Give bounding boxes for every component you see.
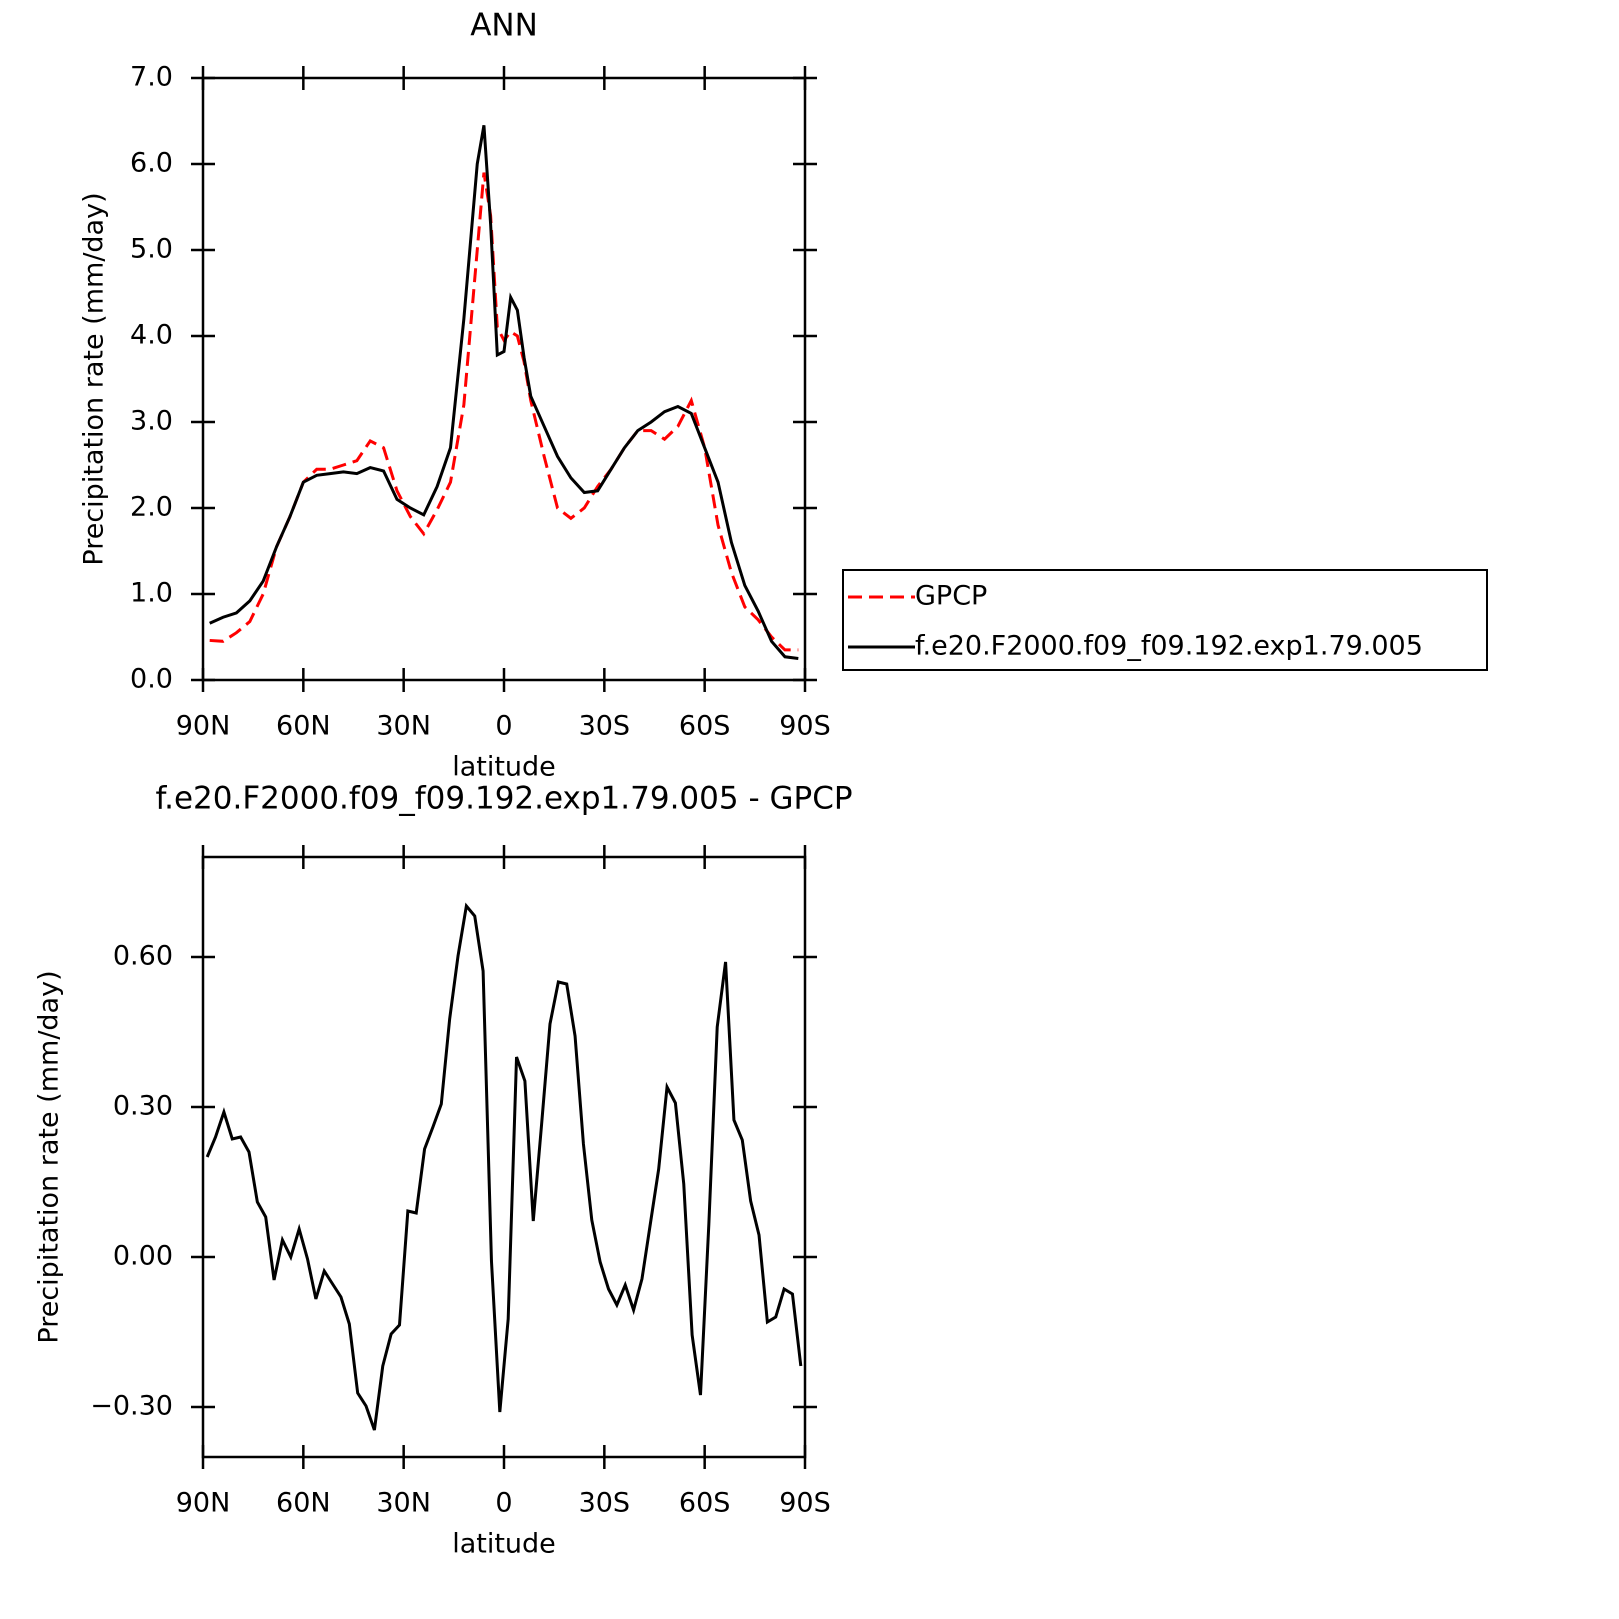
y-tick-label: 0.00 xyxy=(113,1241,173,1272)
x-tick-label: 30S xyxy=(579,711,631,742)
y-tick-label: −0.30 xyxy=(90,1391,173,1422)
x-tick-label: 60N xyxy=(276,711,331,742)
legend-box xyxy=(842,569,1488,671)
y-axis-label: Precipitation rate (mm/day) xyxy=(79,192,110,565)
plot-frame xyxy=(201,76,807,682)
series-line xyxy=(209,172,799,652)
y-tick-label: 1.0 xyxy=(130,578,173,609)
x-tick-label: 30N xyxy=(376,1488,431,1519)
y-tick-label: 4.0 xyxy=(130,320,173,351)
x-tick-label: 30S xyxy=(579,1488,631,1519)
y-tick-label: 0.60 xyxy=(113,941,173,972)
x-tick-label: 90N xyxy=(176,711,231,742)
series-line xyxy=(205,902,803,1431)
y-tick-label: 0.30 xyxy=(113,1091,173,1122)
legend-label: f.e20.F2000.f09_f09.192.exp1.79.005 xyxy=(915,631,1423,662)
x-tick-label: 90S xyxy=(779,1488,831,1519)
legend-label: GPCP xyxy=(915,581,987,612)
y-tick-label: 3.0 xyxy=(130,406,173,437)
y-tick-label: 7.0 xyxy=(130,62,173,93)
x-tick-label: 0 xyxy=(495,1488,512,1519)
y-tick-label: 2.0 xyxy=(130,492,173,523)
y-axis-label: Precipitation rate (mm/day) xyxy=(34,970,65,1343)
x-tick-label: 30N xyxy=(376,711,431,742)
x-tick-label: 60S xyxy=(679,1488,731,1519)
x-tick-label: 90S xyxy=(779,711,831,742)
x-axis-label: latitude xyxy=(452,752,556,783)
y-tick-label: 5.0 xyxy=(130,234,173,265)
x-tick-label: 60S xyxy=(679,711,731,742)
chart-title: ANN xyxy=(470,8,538,44)
y-tick-label: 6.0 xyxy=(130,148,173,179)
x-tick-label: 0 xyxy=(495,711,512,742)
chart-title: f.e20.F2000.f09_f09.192.exp1.79.005 - GP… xyxy=(155,781,852,817)
plot-frame xyxy=(201,855,807,1459)
y-tick-label: 0.0 xyxy=(130,664,173,695)
x-axis-label: latitude xyxy=(452,1529,556,1560)
x-tick-label: 60N xyxy=(276,1488,331,1519)
series-line xyxy=(209,125,799,660)
x-tick-label: 90N xyxy=(176,1488,231,1519)
